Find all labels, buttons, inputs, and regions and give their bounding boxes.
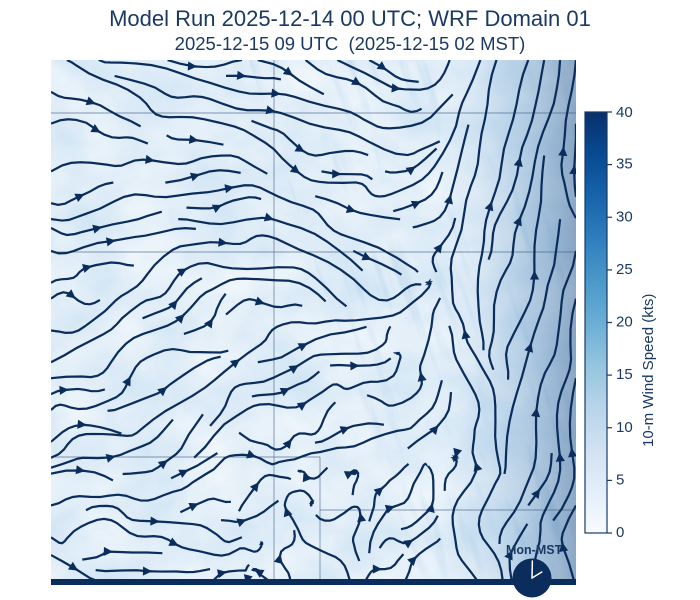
svg-text:5: 5: [616, 471, 624, 488]
svg-text:20: 20: [616, 314, 633, 331]
svg-text:25: 25: [616, 261, 633, 278]
svg-text:30: 30: [616, 208, 633, 225]
svg-text:0: 0: [616, 524, 624, 541]
svg-text:15: 15: [616, 366, 633, 383]
svg-text:10: 10: [616, 419, 633, 436]
svg-text:35: 35: [616, 156, 633, 173]
svg-text:40: 40: [616, 104, 633, 121]
